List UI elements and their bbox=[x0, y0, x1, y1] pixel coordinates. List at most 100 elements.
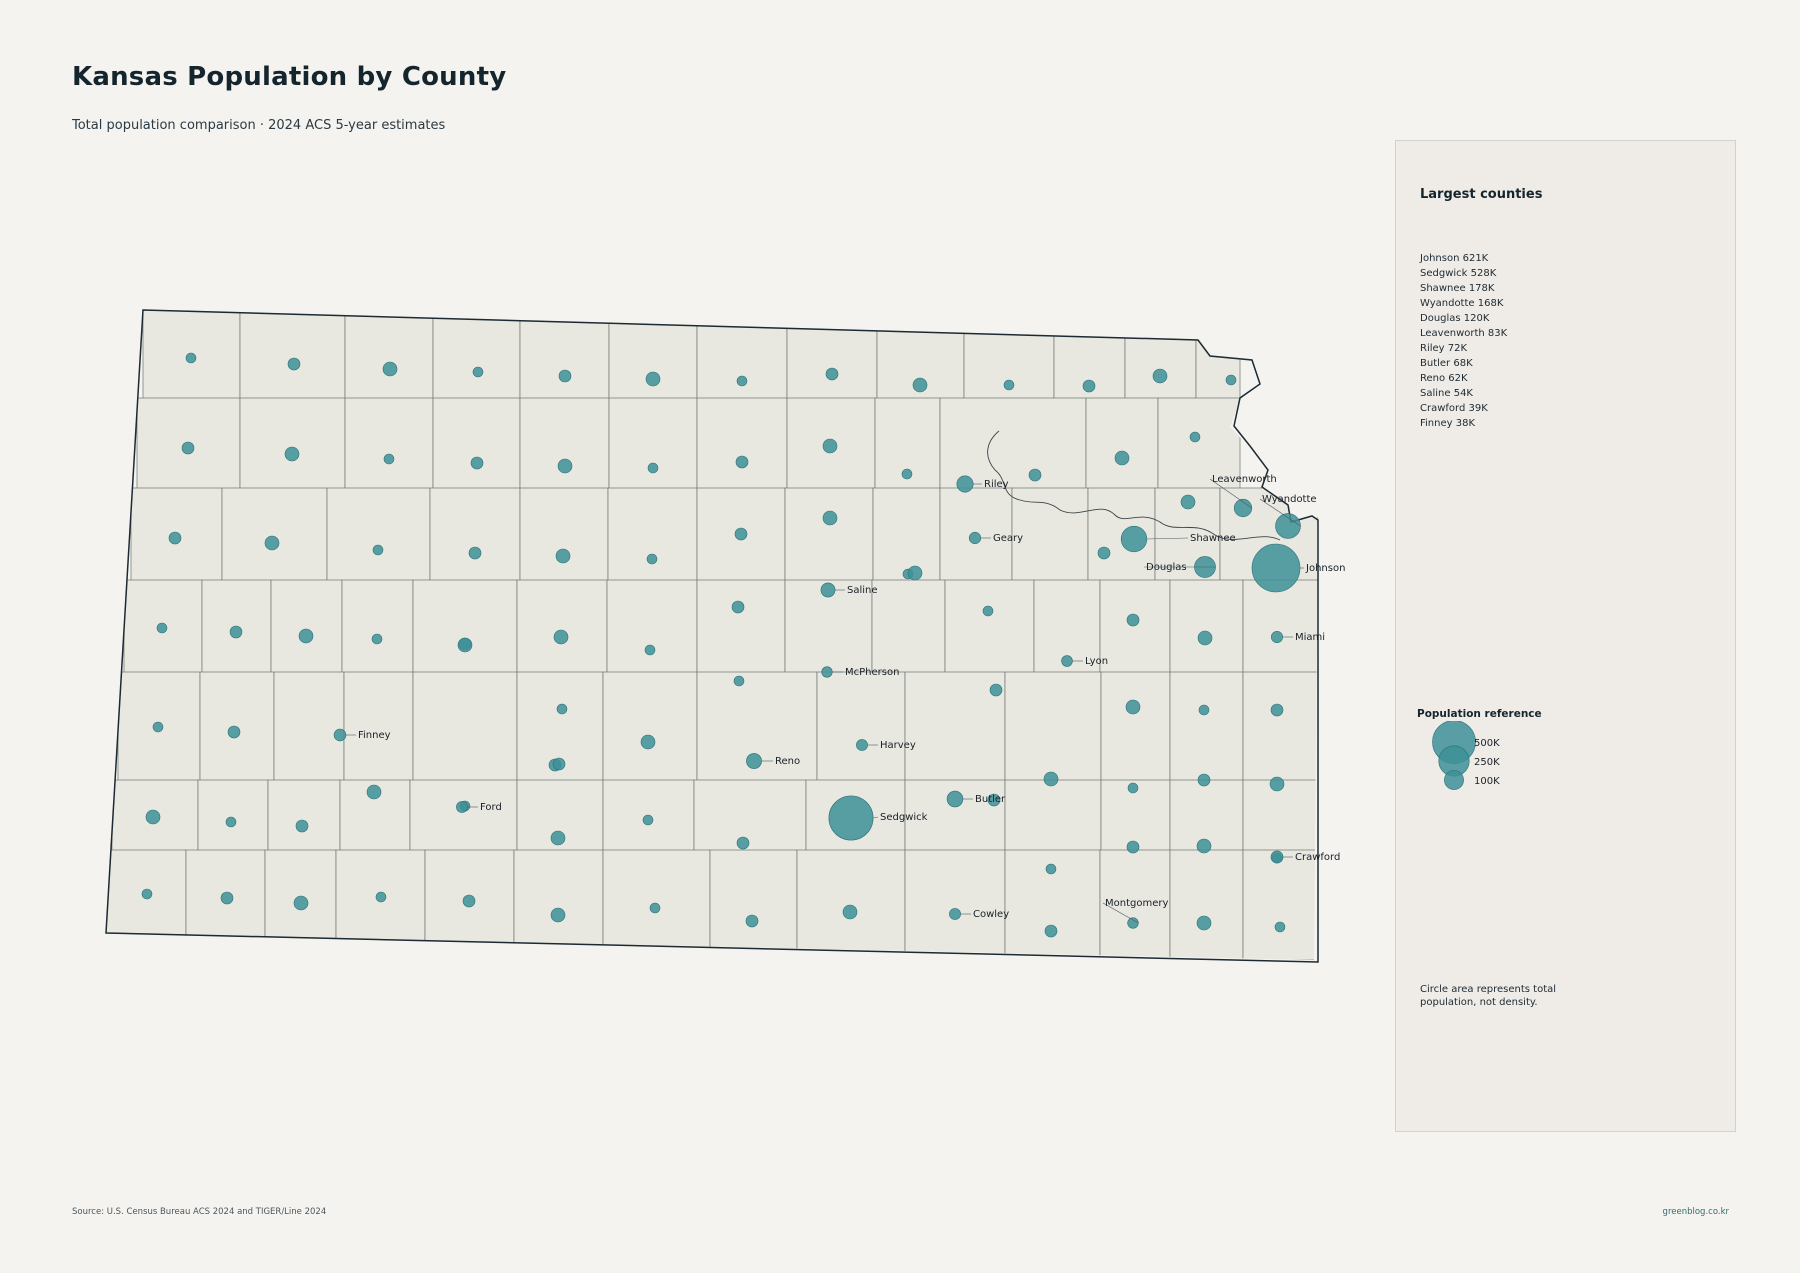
county-bubble bbox=[912, 377, 928, 393]
county-bubble-miami bbox=[1271, 631, 1283, 643]
county-bubble bbox=[558, 369, 572, 383]
population-bubbles bbox=[141, 352, 1301, 938]
county-shape bbox=[1099, 849, 1171, 960]
county-label-butler: Butler bbox=[975, 794, 1006, 805]
county-bubble bbox=[366, 784, 382, 800]
ranking-item: Butler 68K bbox=[1420, 358, 1473, 369]
leader-line bbox=[1146, 537, 1189, 540]
county-shape bbox=[1085, 397, 1159, 496]
county-bubble bbox=[168, 531, 182, 545]
county-bubble bbox=[1043, 771, 1059, 787]
county-shape bbox=[335, 849, 426, 960]
county-bubble bbox=[640, 734, 656, 750]
county-shape bbox=[608, 397, 698, 496]
county-bubble bbox=[822, 510, 838, 526]
county-label-shawnee: Shawnee bbox=[1190, 533, 1236, 544]
county-shape bbox=[1169, 579, 1244, 681]
county-bubble bbox=[642, 814, 654, 826]
county-bubble bbox=[644, 644, 656, 656]
county-bubble-harvey bbox=[856, 739, 868, 751]
county-shape bbox=[412, 579, 518, 681]
county-shape bbox=[696, 310, 788, 404]
county-bubble-finney bbox=[333, 728, 347, 742]
leader-line bbox=[1102, 902, 1139, 924]
county-label-douglas: Douglas bbox=[1146, 562, 1187, 573]
leader-line bbox=[1259, 498, 1301, 527]
county-shape bbox=[696, 397, 788, 496]
county-bubble bbox=[1045, 863, 1057, 875]
county-bubble bbox=[457, 637, 473, 653]
county-bubble bbox=[1197, 630, 1213, 646]
county-shape bbox=[816, 671, 906, 791]
county-shape bbox=[786, 310, 878, 404]
county-bubble-sedgwick bbox=[828, 795, 874, 841]
county-shape bbox=[709, 849, 798, 960]
county-bubble bbox=[1126, 840, 1140, 854]
county-shape bbox=[185, 849, 266, 960]
county-bubble bbox=[1180, 494, 1196, 510]
population-legend: 500K 250K 100K bbox=[1432, 721, 1500, 790]
county-bubble bbox=[145, 809, 161, 825]
credit-link[interactable]: greenblog.co.kr bbox=[1662, 1207, 1729, 1217]
county-bubble bbox=[371, 633, 383, 645]
county-shape bbox=[273, 671, 345, 791]
county-bubble bbox=[1152, 368, 1168, 384]
county-bubble-butler bbox=[946, 790, 964, 808]
ranking-item: Shawnee 178K bbox=[1420, 283, 1495, 294]
county-shape bbox=[1195, 310, 1241, 404]
county-bubble-lyon bbox=[1061, 655, 1073, 667]
county-bubble bbox=[287, 357, 301, 371]
legend-bubble bbox=[1444, 770, 1464, 790]
county-bubble bbox=[1274, 921, 1286, 933]
county-shape bbox=[1157, 397, 1241, 496]
county-shape bbox=[1242, 579, 1318, 681]
county-bubble bbox=[1225, 374, 1237, 386]
county-label-lyon: Lyon bbox=[1085, 656, 1108, 667]
county-bubble bbox=[647, 462, 659, 474]
county-label-ford: Ford bbox=[480, 802, 502, 813]
county-shape bbox=[1169, 849, 1244, 960]
county-shape bbox=[412, 671, 518, 791]
county-bubble-johnson bbox=[1251, 543, 1301, 593]
legend-label: 250K bbox=[1474, 757, 1500, 768]
county-shape bbox=[874, 397, 941, 496]
county-label-sedgwick: Sedgwick bbox=[880, 812, 928, 823]
county-shape bbox=[1242, 849, 1318, 960]
ranking-item: Leavenworth 83K bbox=[1420, 328, 1508, 339]
county-bubble bbox=[550, 907, 566, 923]
page-title: Kansas Population by County bbox=[72, 62, 507, 92]
county-bubble bbox=[220, 891, 234, 905]
county-bubble bbox=[649, 902, 661, 914]
county-bubble bbox=[736, 836, 750, 850]
county-label-crawford: Crawford bbox=[1295, 852, 1340, 863]
county-shape bbox=[432, 310, 521, 404]
county-shape bbox=[904, 849, 1006, 960]
county-bubble-montgomery bbox=[1127, 917, 1139, 929]
county-shape bbox=[696, 579, 786, 681]
ranking-item: Wyandotte 168K bbox=[1420, 298, 1504, 309]
county-bubble bbox=[1097, 546, 1111, 560]
county-label-leavenworth: Leavenworth bbox=[1212, 474, 1277, 485]
ranking-item: Sedgwick 528K bbox=[1420, 268, 1497, 279]
county-bubble bbox=[552, 757, 566, 771]
county-bubble-crawford bbox=[1270, 850, 1284, 864]
county-shape bbox=[1124, 310, 1197, 404]
county-shape bbox=[239, 310, 346, 404]
county-label-miami: Miami bbox=[1295, 632, 1325, 643]
county-shape bbox=[608, 310, 698, 404]
county-bubble bbox=[156, 622, 168, 634]
county-bubble bbox=[1044, 924, 1058, 938]
county-shape bbox=[784, 487, 874, 593]
county-bubble bbox=[1126, 613, 1140, 627]
county-bubble bbox=[185, 352, 197, 364]
leader-line bbox=[1209, 478, 1252, 509]
county-bubble bbox=[375, 891, 387, 903]
county-bubble bbox=[227, 725, 241, 739]
panel-title: Largest counties bbox=[1420, 187, 1543, 202]
county-shape bbox=[519, 397, 610, 496]
county-label-wyandotte: Wyandotte bbox=[1262, 494, 1317, 505]
county-bubble-geary bbox=[968, 531, 982, 545]
county-label-riley: Riley bbox=[984, 479, 1009, 490]
county-label-montgomery: Montgomery bbox=[1105, 898, 1168, 909]
county-bubble bbox=[298, 628, 314, 644]
